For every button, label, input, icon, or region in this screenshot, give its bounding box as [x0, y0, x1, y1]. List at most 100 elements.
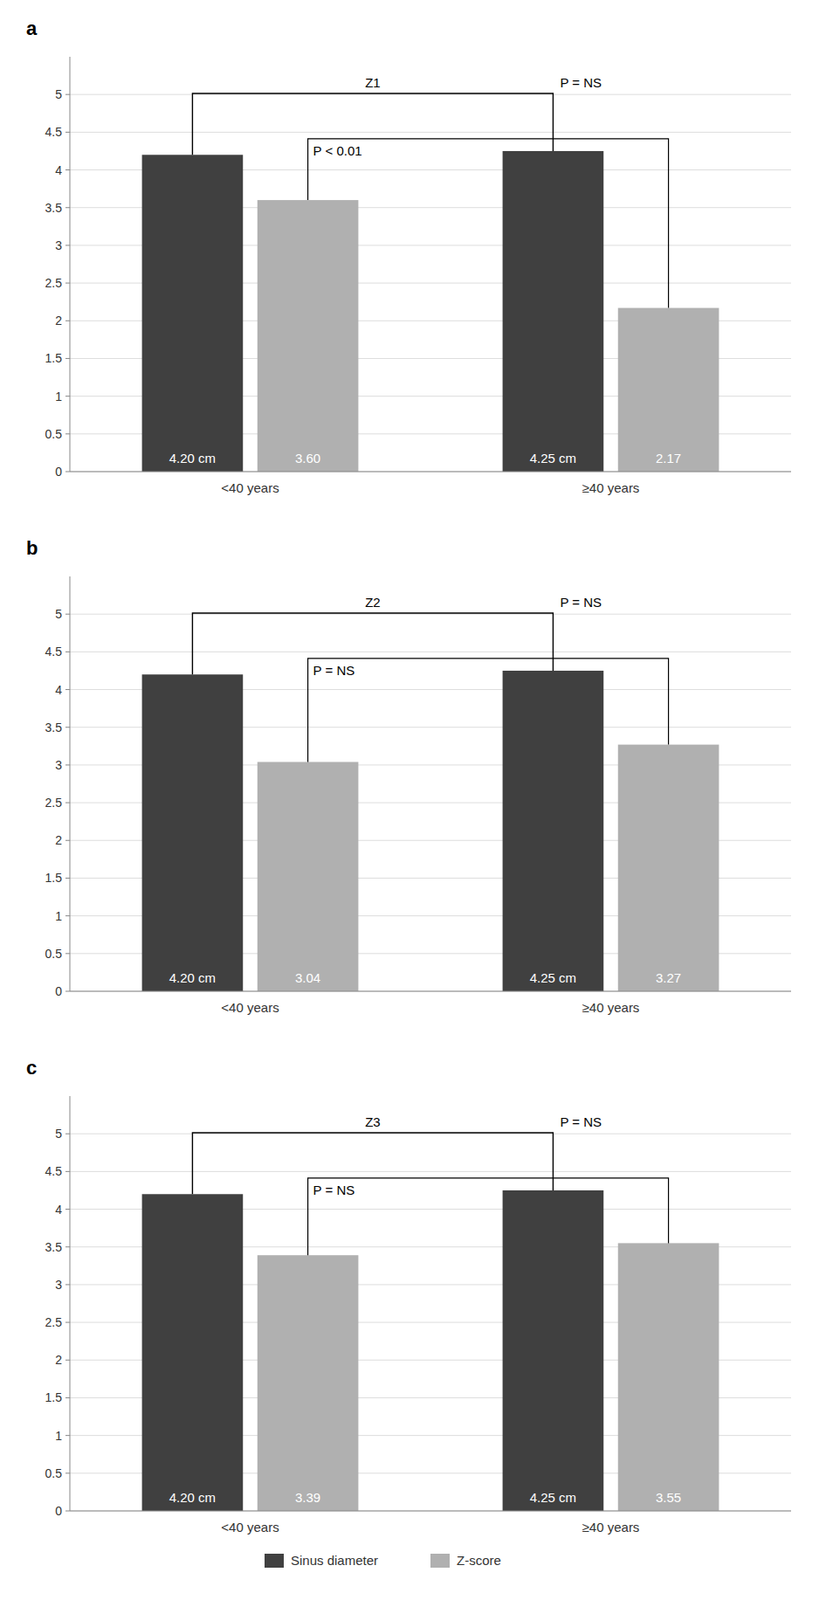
y-tick	[65, 320, 70, 322]
legend-swatch	[264, 1553, 284, 1568]
y-tick-label: 2	[55, 313, 62, 328]
data-label: 4.25 cm	[530, 970, 577, 985]
grid-line	[69, 1510, 792, 1512]
annotation: P = NS	[313, 1182, 356, 1198]
y-tick-label: 1	[55, 1428, 62, 1443]
panel: b00.511.522.533.544.55<40 years≥40 years…	[26, 536, 792, 1015]
y-tick	[65, 952, 70, 954]
data-label: 2.17	[655, 450, 682, 466]
y-tick-label: 4.5	[45, 1163, 63, 1178]
y-tick	[65, 433, 70, 434]
x-tick-label: ≥40 years	[582, 480, 641, 496]
bar	[257, 761, 359, 992]
x-axis	[69, 1510, 792, 1512]
annotation: P = NS	[559, 75, 602, 90]
y-tick-label: 3	[55, 1277, 62, 1292]
figure: a00.511.522.533.544.55<40 years≥40 years…	[0, 0, 826, 1600]
grid-line	[69, 613, 792, 615]
bar	[142, 674, 244, 992]
data-label: 4.20 cm	[169, 450, 216, 466]
y-tick-label: 5	[55, 606, 62, 621]
data-label: 3.60	[295, 450, 321, 466]
grid-line	[69, 991, 792, 992]
y-axis	[69, 56, 71, 472]
data-label: 3.04	[295, 970, 321, 985]
legend-label: Z-score	[456, 1552, 502, 1568]
y-tick-label: 3.5	[45, 720, 63, 735]
bracket-inner	[308, 1177, 669, 1255]
y-tick	[65, 1434, 70, 1436]
y-tick-label: 3.5	[45, 1239, 63, 1254]
y-tick-label: 4	[55, 163, 62, 178]
annotation: Z3	[364, 1114, 381, 1129]
y-tick-label: 2	[55, 832, 62, 847]
annotation: P = NS	[559, 1114, 602, 1129]
y-tick	[65, 1170, 70, 1172]
y-tick	[65, 471, 70, 473]
bracket-outer	[192, 93, 553, 155]
y-tick-label: 4	[55, 682, 62, 697]
bars	[142, 151, 720, 472]
bar	[618, 1242, 720, 1511]
bracket-outer	[192, 1132, 553, 1194]
x-tick-label: ≥40 years	[582, 999, 641, 1015]
data-label: 4.20 cm	[169, 970, 216, 985]
data-label: 4.25 cm	[530, 1489, 577, 1505]
y-tick	[65, 1283, 70, 1285]
y-tick-label: 1	[55, 908, 62, 923]
y-tick-label: 3	[55, 238, 62, 253]
y-tick-label: 0	[55, 464, 62, 479]
panel-title: c	[26, 1056, 37, 1079]
x-tick-label: <40 years	[220, 1519, 279, 1535]
y-tick	[65, 802, 70, 804]
y-tick	[65, 1359, 70, 1361]
y-tick	[65, 244, 70, 246]
y-tick-label: 5	[55, 87, 62, 102]
y-tick-label: 1	[55, 389, 62, 404]
data-label: 3.27	[655, 970, 682, 985]
y-tick-label: 4.5	[45, 124, 63, 139]
grid-line	[69, 94, 792, 96]
annotation: P = NS	[313, 662, 356, 678]
y-tick-label: 4	[55, 1202, 62, 1217]
y-tick	[65, 357, 70, 359]
y-tick	[65, 915, 70, 916]
grid-line	[69, 651, 792, 653]
annotation: P = NS	[559, 594, 602, 610]
grid-line	[69, 471, 792, 473]
data-label: 4.20 cm	[169, 1489, 216, 1505]
y-tick-label: 3.5	[45, 200, 63, 215]
bar	[142, 154, 244, 472]
grid-line	[69, 1133, 792, 1135]
panel: c00.511.522.533.544.55<40 years≥40 years…	[26, 1056, 792, 1568]
bar	[257, 199, 359, 472]
bars	[142, 670, 720, 992]
y-tick-label: 2	[55, 1352, 62, 1367]
annotation: P < 0.01	[313, 143, 363, 159]
y-tick-label: 0	[55, 984, 62, 999]
panel: a00.511.522.533.544.55<40 years≥40 years…	[26, 17, 792, 496]
y-tick	[65, 688, 70, 690]
y-tick	[65, 395, 70, 397]
y-tick-label: 2.5	[45, 275, 63, 290]
legend-label: Sinus diameter	[290, 1552, 379, 1568]
y-tick-label: 5	[55, 1126, 62, 1141]
y-tick-label: 2.5	[45, 795, 63, 810]
x-tick-label: <40 years	[220, 999, 279, 1015]
y-tick	[65, 1245, 70, 1247]
annotation: Z1	[364, 75, 381, 90]
bar	[502, 670, 605, 992]
y-tick	[65, 131, 70, 133]
data-label: 3.55	[655, 1489, 682, 1505]
y-tick-label: 1.5	[45, 870, 63, 885]
bar	[618, 308, 720, 472]
y-tick-label: 4.5	[45, 644, 63, 659]
y-tick-label: 1.5	[45, 351, 63, 365]
bars	[142, 1190, 720, 1511]
bar	[618, 744, 720, 992]
bar	[257, 1254, 359, 1511]
bar	[502, 151, 605, 472]
y-tick-label: 1.5	[45, 1390, 63, 1405]
bracket-outer	[192, 612, 553, 675]
x-tick-label: <40 years	[220, 480, 279, 496]
